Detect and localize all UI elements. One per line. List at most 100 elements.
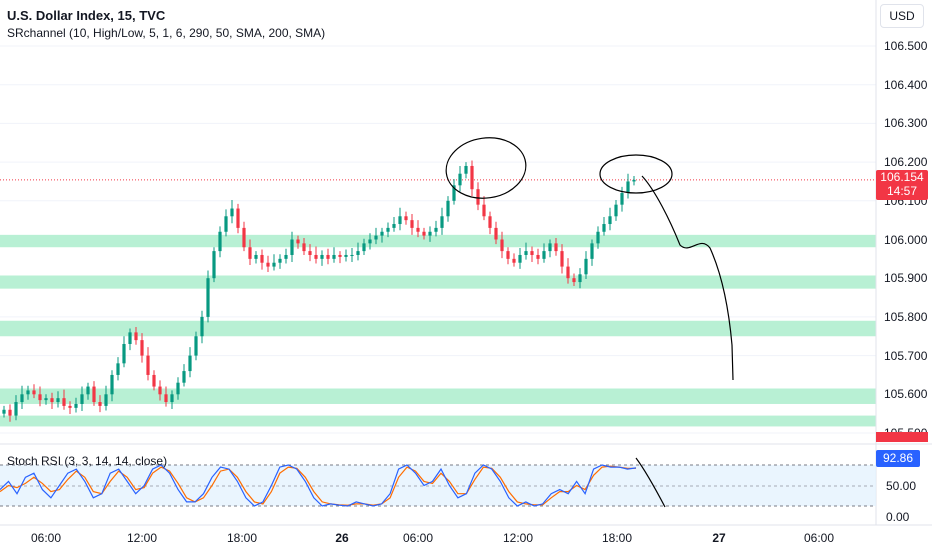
candle-body (608, 216, 612, 225)
candle-body (536, 254, 540, 259)
candle-body (8, 409, 12, 416)
candle-body (224, 216, 228, 232)
time-label: 06:00 (402, 531, 434, 545)
annotation-circle-2 (599, 154, 673, 194)
candle-body (626, 181, 630, 194)
candle-body (452, 185, 456, 201)
candle-body (476, 189, 480, 205)
candle-body (26, 390, 30, 395)
candle-body (356, 251, 360, 255)
sr-zone (0, 275, 876, 289)
candle-body (242, 227, 246, 248)
candle-body (248, 247, 252, 259)
candle-body (296, 239, 300, 244)
candle-body (128, 332, 132, 344)
price-label: 105.800 (884, 309, 928, 324)
candle-body (470, 165, 474, 190)
candle-body (404, 216, 408, 221)
candle-body (506, 251, 510, 259)
candle-body (374, 235, 378, 240)
candle-body (578, 274, 582, 283)
candle-body (92, 386, 96, 403)
candle-body (422, 231, 426, 236)
candle-body (548, 243, 552, 252)
candle-body (332, 254, 336, 259)
candle-body (584, 258, 588, 275)
time-label: 27 (712, 531, 726, 545)
candle-body (488, 216, 492, 228)
candle-body (458, 173, 462, 186)
candle-body (596, 231, 600, 244)
candle-body (44, 398, 48, 401)
candle-body (620, 193, 624, 205)
candle-body (236, 208, 240, 228)
time-label: 12:00 (126, 531, 158, 545)
candle-body (440, 216, 444, 228)
candle-body (314, 254, 318, 259)
candle-body (560, 251, 564, 267)
candle-body (302, 243, 306, 252)
candle-body (194, 336, 198, 356)
time-label: 06:00 (803, 531, 835, 545)
candle-body (554, 243, 558, 252)
candle-body (386, 227, 390, 232)
candle-body (140, 340, 144, 356)
countdown-timer: 14:57 (886, 184, 918, 198)
candle-body (614, 204, 618, 217)
candle-body (428, 231, 432, 236)
sr-zone (0, 234, 876, 248)
candle-body (368, 239, 372, 244)
candle-body (260, 254, 264, 263)
candle-body (590, 243, 594, 259)
candle-body (14, 402, 18, 416)
time-label: 18:00 (226, 531, 258, 545)
candle-body (518, 254, 522, 263)
candle-body (446, 200, 450, 217)
candle-body (350, 254, 354, 256)
annotation-projection-path (641, 175, 734, 381)
candle-body (164, 394, 168, 403)
candle-body (38, 394, 42, 401)
candle-body (146, 355, 150, 375)
candle-body (290, 239, 294, 255)
candle-body (530, 251, 534, 255)
candle-body (434, 227, 438, 232)
price-label: 106.300 (884, 116, 928, 131)
candle-body (50, 398, 54, 403)
candle-body (116, 363, 120, 375)
indicator-label[interactable]: SRchannel (10, High/Low, 5, 1, 6, 290, 5… (7, 26, 326, 40)
price-label: 106.200 (884, 155, 928, 170)
candle-body (80, 394, 84, 404)
candle-body (572, 278, 576, 283)
candle-body (32, 390, 36, 395)
candle-body (398, 216, 402, 225)
price-label: 105.700 (884, 348, 928, 363)
candle-body (482, 204, 486, 217)
candle-body (56, 398, 60, 403)
candle-body (326, 254, 330, 259)
candle-body (410, 220, 414, 228)
candle-body (110, 374, 114, 395)
candle-body (176, 382, 180, 395)
time-label: 26 (335, 531, 349, 545)
candle-body (320, 254, 324, 259)
candle-body (566, 266, 570, 279)
candle-body (158, 386, 162, 395)
candle-body (20, 394, 24, 403)
time-label: 06:00 (30, 531, 62, 545)
candle-body (74, 403, 78, 408)
stoch-rsi-title[interactable]: Stoch RSI (3, 3, 14, 14, close) (7, 454, 168, 468)
candle-body (230, 208, 234, 217)
candle-body (2, 409, 6, 414)
support-resistance-zones (0, 234, 876, 427)
currency-button[interactable]: USD (880, 4, 924, 28)
annotation-circle-1 (445, 137, 527, 199)
candle-body (182, 371, 186, 383)
candle-body (134, 332, 138, 341)
candle-body (500, 239, 504, 252)
candle-body (392, 224, 396, 228)
axis-marker (876, 432, 928, 442)
time-label: 12:00 (502, 531, 534, 545)
rsi-level-50: 50.00 (886, 479, 917, 493)
